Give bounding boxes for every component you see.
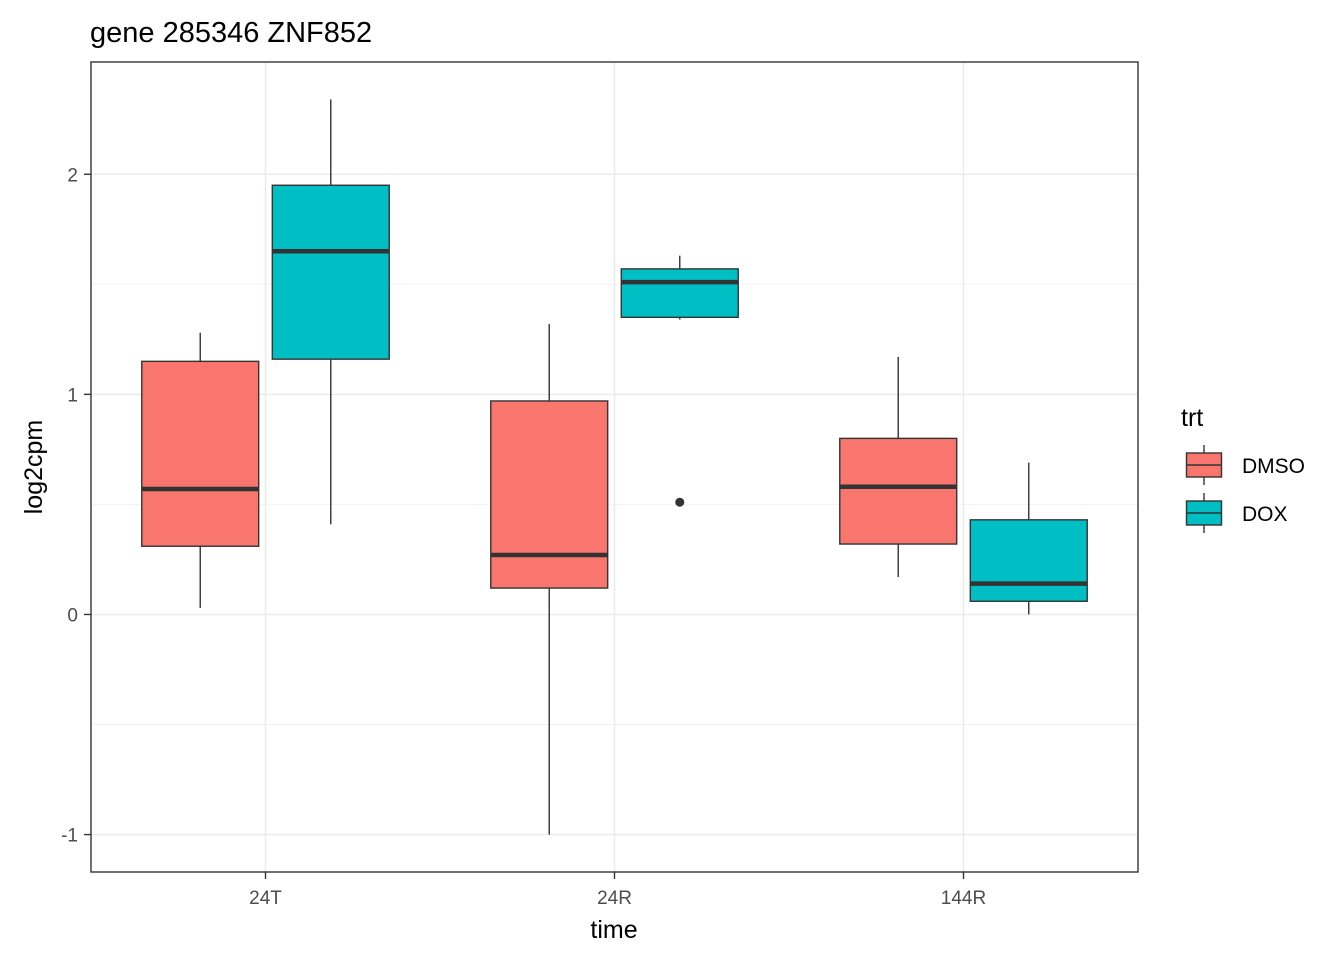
- box-body: [969, 519, 1088, 602]
- box-dox-24r: [620, 255, 739, 507]
- box-dmso-24r: [490, 323, 609, 835]
- outlier-point: [675, 497, 685, 507]
- box-body: [271, 184, 390, 360]
- y-axis-title: log2cpm: [20, 420, 48, 515]
- legend-item-dox: DOX: [1185, 493, 1288, 533]
- box-dox-24t: [271, 99, 390, 525]
- boxes: [141, 99, 1088, 835]
- box-body: [141, 360, 260, 547]
- legend-item-dmso: DMSO: [1185, 445, 1305, 485]
- grid: [91, 62, 1138, 872]
- y-tick-label: 0: [67, 605, 78, 626]
- y-tick-label: 2: [67, 165, 78, 186]
- x-tick-label: 24T: [249, 888, 282, 909]
- y-tick-label: -1: [61, 826, 78, 847]
- box-body: [839, 437, 958, 545]
- box-dmso-24t: [141, 332, 260, 608]
- x-tick-label: 144R: [941, 888, 986, 909]
- axis-ticks: -1 0 1 2 24T 24R 144R: [61, 165, 986, 909]
- legend-label: DMSO: [1242, 455, 1305, 478]
- legend-title: trt: [1181, 404, 1203, 432]
- box-dmso-144r: [839, 356, 958, 578]
- y-tick-label: 1: [67, 385, 78, 406]
- x-axis-title: time: [590, 916, 637, 944]
- legend: trt DMSO DOX: [1181, 404, 1305, 533]
- box-body: [620, 268, 739, 319]
- x-tick-label: 24R: [597, 888, 632, 909]
- box-body: [490, 400, 609, 589]
- box-dox-144r: [969, 462, 1088, 615]
- legend-label: DOX: [1242, 503, 1288, 526]
- chart-title: gene 285346 ZNF852: [90, 17, 372, 49]
